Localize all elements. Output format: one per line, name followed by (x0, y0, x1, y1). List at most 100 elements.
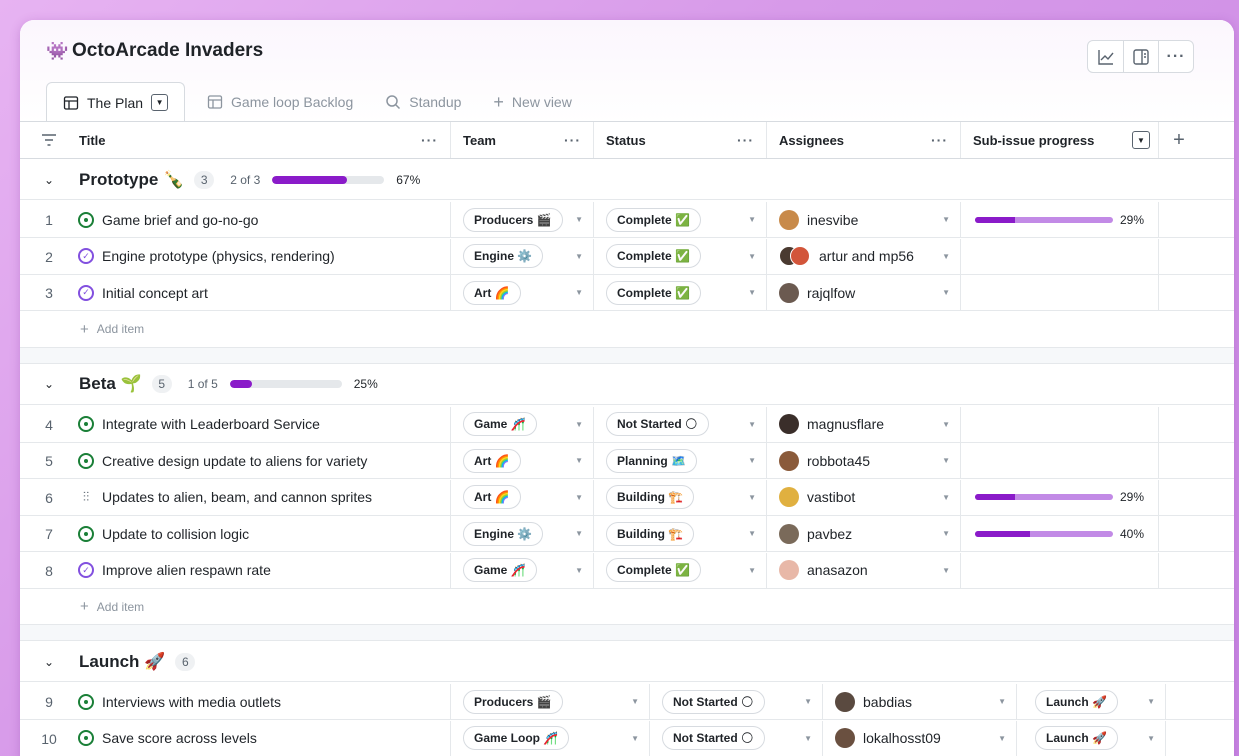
table-row[interactable]: 5 Creative design update to aliens for va… (20, 443, 1234, 479)
title-cell[interactable]: Interviews with media outlets (20, 684, 451, 719)
insights-button[interactable] (1088, 41, 1123, 72)
dropdown-icon[interactable]: ▼ (1147, 733, 1155, 743)
column-title[interactable]: Title ··· (78, 122, 451, 158)
team-cell[interactable]: Game 🎢 ▼ (451, 406, 594, 442)
table-row[interactable]: 8 ✓ Improve alien respawn rate Game 🎢 ▼ Compl… (20, 552, 1234, 589)
issue-title-link[interactable]: Interviews with media outlets (102, 693, 281, 710)
assignees-cell[interactable]: magnusflare ▼ (767, 406, 961, 442)
dropdown-icon[interactable]: ▼ (575, 215, 583, 224)
sub-issue-progress-cell[interactable]: 29% (961, 479, 1159, 515)
dropdown-icon[interactable]: ▼ (575, 565, 583, 575)
assignees-cell[interactable]: rajqlfow ▼ (767, 275, 961, 310)
add-item-row[interactable]: + Add item (20, 589, 1234, 625)
column-menu-icon[interactable]: ··· (737, 132, 754, 148)
more-options-button[interactable]: ··· (1158, 41, 1193, 72)
sub-issue-progress-cell[interactable]: Launch 🚀 ▼ (1017, 684, 1166, 719)
issue-title-link[interactable]: Integrate with Leaderboard Service (102, 416, 320, 432)
issue-title-link[interactable]: Updates to alien, beam, and cannon sprit… (102, 489, 373, 505)
team-cell[interactable]: Producers 🎬 ▼ (451, 684, 650, 719)
assignees-cell[interactable]: anasazon ▼ (767, 552, 961, 588)
sub-issue-progress-cell[interactable]: 29% (961, 202, 1159, 237)
status-cell[interactable]: Not Started 🌕 ▼ (650, 720, 823, 756)
dropdown-icon[interactable]: ▼ (942, 419, 950, 429)
view-options-icon[interactable]: ▼ (151, 94, 169, 111)
column-menu-icon[interactable]: ··· (931, 132, 948, 148)
dropdown-icon[interactable]: ▼ (1147, 697, 1155, 706)
team-cell[interactable]: Game 🎢 ▼ (451, 552, 594, 588)
title-cell[interactable]: ✓ Improve alien respawn rate (20, 552, 451, 588)
chevron-down-icon[interactable]: ⌄ (44, 654, 55, 669)
dropdown-icon[interactable]: ▼ (942, 288, 950, 297)
dropdown-icon[interactable]: ▼ (942, 456, 950, 465)
status-cell[interactable]: Not Started 🌕 ▼ (594, 406, 767, 442)
assignees-cell[interactable]: artur and mp56 ▼ (767, 238, 961, 274)
dropdown-icon[interactable]: ▼ (631, 733, 639, 743)
table-row[interactable]: 7 Update to collision logic Engine ⚙️ ▼ Buil… (20, 516, 1234, 552)
table-row[interactable]: 2 ✓ Engine prototype (physics, rendering) E… (20, 238, 1234, 275)
table-row[interactable]: 10 Save score across levels Game Loop 🎢 ▼ No… (20, 720, 1234, 756)
dropdown-icon[interactable]: ▼ (942, 565, 950, 575)
add-field-button[interactable]: + (1159, 122, 1199, 158)
status-cell[interactable]: Building 🏗️ ▼ (594, 479, 767, 515)
sub-issue-progress-cell[interactable] (961, 406, 1159, 442)
sub-issue-progress-cell[interactable] (961, 443, 1159, 478)
group-header[interactable]: ⌄ Launch 🚀 6 (20, 642, 1234, 682)
assignees-cell[interactable]: vastibot ▼ (767, 479, 961, 515)
sub-issue-progress-cell[interactable] (961, 238, 1159, 274)
tab-new-view[interactable]: + New view (477, 82, 587, 122)
dropdown-icon[interactable]: ▼ (748, 419, 756, 429)
sub-issue-progress-cell[interactable] (961, 275, 1159, 310)
team-cell[interactable]: Engine ⚙️ ▼ (451, 238, 594, 274)
dropdown-icon[interactable]: ▼ (942, 215, 950, 224)
dropdown-icon[interactable]: ▼ (804, 733, 812, 743)
title-cell[interactable]: ⫶⫶ Updates to alien, beam, and cannon spr… (20, 479, 451, 515)
issue-title-link[interactable]: Initial concept art (102, 284, 208, 301)
assignees-cell[interactable]: inesvibe ▼ (767, 202, 961, 237)
table-row[interactable]: 6 ⫶⫶ Updates to alien, beam, and cannon sp… (20, 479, 1234, 516)
issue-title-link[interactable]: Creative design update to aliens for var… (102, 452, 368, 469)
dropdown-icon[interactable]: ▼ (942, 251, 950, 261)
dropdown-icon[interactable]: ▼ (575, 456, 583, 465)
dropdown-icon[interactable]: ▼ (575, 419, 583, 429)
issue-title-link[interactable]: Engine prototype (physics, rendering) (102, 248, 335, 264)
team-cell[interactable]: Art 🌈 ▼ (451, 479, 594, 515)
title-cell[interactable]: ✓ Engine prototype (physics, rendering) (20, 238, 451, 274)
team-cell[interactable]: Art 🌈 ▼ (451, 443, 594, 478)
chevron-down-icon[interactable]: ⌄ (44, 377, 55, 391)
column-sub-issue-progress[interactable]: Sub-issue progress ▼ (961, 122, 1159, 158)
status-cell[interactable]: Complete ✅ ▼ (594, 238, 767, 274)
table-row[interactable]: 1 Game brief and go-no-go Producers 🎬 ▼ Comp… (20, 202, 1234, 238)
assignees-cell[interactable]: lokalhosst09 ▼ (823, 720, 1017, 756)
title-cell[interactable]: ✓ Initial concept art (20, 275, 451, 310)
tab-the-plan[interactable]: The Plan ▼ (46, 82, 186, 122)
dropdown-icon[interactable]: ▼ (748, 215, 756, 224)
table-row[interactable]: 9 Interviews with media outlets Producers … (20, 684, 1234, 720)
status-cell[interactable]: Complete ✅ ▼ (594, 552, 767, 588)
filter-button[interactable] (20, 122, 78, 158)
dropdown-icon[interactable]: ▼ (748, 492, 756, 502)
group-header[interactable]: ⌄ Beta 🌱 5 1 of 5 25% (20, 364, 1234, 405)
dropdown-icon[interactable]: ▼ (998, 733, 1006, 743)
issue-title-link[interactable]: Game brief and go-no-go (102, 211, 259, 228)
column-menu-icon[interactable]: ··· (564, 132, 581, 148)
column-dropdown-icon[interactable]: ▼ (1132, 131, 1150, 149)
side-panel-button[interactable] (1123, 41, 1158, 72)
chevron-down-icon[interactable]: ⌄ (44, 172, 55, 187)
add-item-row[interactable]: + Add item (20, 312, 1234, 348)
dropdown-icon[interactable]: ▼ (942, 529, 950, 538)
dropdown-icon[interactable]: ▼ (575, 492, 583, 502)
dropdown-icon[interactable]: ▼ (804, 697, 812, 706)
assignees-cell[interactable]: robbota45 ▼ (767, 443, 961, 478)
assignees-cell[interactable]: babdias ▼ (823, 684, 1017, 719)
title-cell[interactable]: Creative design update to aliens for var… (20, 443, 451, 478)
tab-game-loop-backlog[interactable]: Game loop Backlog (191, 82, 369, 122)
issue-title-link[interactable]: Improve alien respawn rate (102, 562, 271, 578)
dropdown-icon[interactable]: ▼ (748, 456, 756, 465)
column-status[interactable]: Status ··· (594, 122, 767, 158)
table-row[interactable]: 3 ✓ Initial concept art Art 🌈 ▼ Complete ✅ ▼ ra… (20, 275, 1234, 311)
status-cell[interactable]: Planning 🗺️ ▼ (594, 443, 767, 478)
status-cell[interactable]: Complete ✅ ▼ (594, 275, 767, 310)
title-cell[interactable]: Game brief and go-no-go (20, 202, 451, 237)
status-cell[interactable]: Complete ✅ ▼ (594, 202, 767, 237)
team-cell[interactable]: Producers 🎬 ▼ (451, 202, 594, 237)
